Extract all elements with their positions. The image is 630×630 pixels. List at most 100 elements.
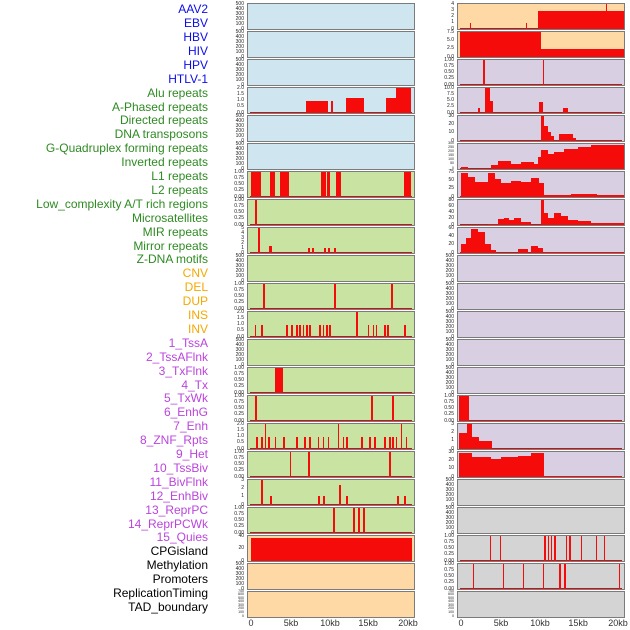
row-label-Z-DNA motifs: Z-DNA motifs (136, 252, 208, 267)
y-tick-label: 700 (448, 588, 454, 593)
signal-bar (389, 436, 391, 449)
track-plot-L1 repeats (247, 339, 415, 366)
signal-bar (544, 476, 623, 477)
signal-bar (467, 177, 475, 197)
x-tick-label: 0 (248, 618, 254, 628)
signal-bar (274, 368, 283, 393)
signal-bar (369, 436, 371, 449)
signal-bar (544, 126, 548, 141)
y-axis-Low_complexity A/T rich regions: 0.00 0.25 0.50 0.75 1.00 (222, 392, 246, 423)
signal-bar (279, 172, 290, 197)
y-tick-label: 0.75 (444, 398, 454, 405)
y-tick-label: 100 (445, 272, 454, 279)
y-tick-label: 0 (451, 361, 454, 368)
row-label-INS: INS (187, 308, 208, 322)
y-axis-3_TxFlnk: 0 10 20 30 (432, 112, 456, 143)
y-tick-label: 1.5 (237, 314, 244, 321)
signal-bar (282, 436, 285, 449)
y-tick-label: 100 (445, 496, 454, 503)
signal-bar (572, 137, 576, 141)
signal-bar (550, 135, 555, 141)
y-axis-12_EnhBiv: 0 100 200 300 400 500 (432, 365, 456, 395)
row-label-DNA transposons: DNA transposons (114, 127, 208, 142)
track-plot-DNA transposons (247, 255, 415, 282)
y-axis-Directed repeats: 012345 (222, 225, 246, 255)
signal-bar (567, 219, 578, 225)
y-tick-label: 0.50 (444, 405, 454, 411)
y-tick-label: 500 (235, 560, 244, 567)
y-axis-6_EnhG: 0 20 40 60 80 (432, 197, 456, 227)
row-label-A-Phased repeats: A-Phased repeats (111, 99, 208, 114)
signal-bar (531, 178, 540, 197)
y-tick-label: 5.0 (447, 97, 454, 103)
signal-bar (375, 324, 378, 337)
y-tick-label: 1 (451, 437, 454, 444)
track-plot-Promoters (457, 535, 625, 562)
signal-bar (547, 217, 555, 225)
row-label-G-Quadruplex forming repeats: G-Quadruplex forming repeats (45, 141, 208, 156)
y-tick-label: 30 (448, 112, 454, 119)
row-label-3_TxFlnk: 3_TxFlnk (158, 363, 208, 378)
y-tick-label: 1.00 (234, 392, 244, 399)
signal-baseline (250, 531, 412, 533)
y-tick-label: 0.50 (234, 377, 244, 383)
row-label-EBV: EBV (183, 16, 208, 31)
signal-bar (385, 98, 398, 113)
y-tick-label: 5.0 (447, 36, 454, 43)
signal-bar (544, 252, 624, 253)
signal-bar (296, 436, 298, 449)
signal-bar (264, 424, 267, 449)
y-tick-label: 400 (445, 341, 454, 348)
signal-bar (319, 324, 322, 337)
signal-bar (339, 485, 342, 505)
signal-baseline (250, 307, 412, 309)
signal-bar (534, 164, 538, 169)
y-tick-label: 0.25 (444, 75, 454, 82)
signal-bar (562, 108, 568, 113)
signal-bar (389, 452, 392, 477)
signal-bar (309, 324, 312, 337)
y-axis-7_Enh: 0 20 40 60 (432, 225, 456, 255)
y-tick-label: 20 (448, 120, 454, 127)
signal-bar (517, 249, 528, 253)
signal-bar (334, 248, 337, 253)
signal-bar (329, 324, 331, 337)
signal-bar (392, 436, 395, 449)
signal-bar (384, 436, 386, 449)
signal-bar (357, 508, 360, 533)
y-tick-label: 0 (241, 81, 244, 88)
y-tick-label: 1.5 (237, 426, 244, 433)
y-tick-label: 20 (448, 215, 454, 222)
signal-bar (554, 151, 565, 169)
signal-bar (597, 194, 624, 197)
y-axis-CNV: 0 20 40 (222, 533, 246, 563)
row-label-L2 repeats: L2 repeats (151, 182, 208, 197)
track-plot-Low_complexity A/T rich regions (247, 395, 415, 422)
signal-bar (372, 324, 375, 337)
row-label-CPGisland: CPGisland (150, 544, 208, 559)
signal-bar (547, 132, 551, 141)
track-plot-CPGisland (457, 479, 625, 506)
signal-bar (484, 244, 492, 253)
signal-bar (304, 436, 307, 449)
signal-bar (526, 22, 528, 29)
row-label-ReplicationTiming: ReplicationTiming (113, 586, 208, 600)
signal-bar (569, 536, 571, 561)
y-tick-label: 150 (448, 153, 454, 157)
row-label-4_Tx: 4_Tx (181, 377, 208, 392)
y-tick-label: 0.00 (234, 389, 244, 396)
track-plot-ReplicationTiming (457, 563, 625, 590)
row-label-Methylation: Methylation (146, 558, 208, 573)
y-tick-label: 2 (241, 239, 244, 246)
signal-bar (564, 564, 566, 589)
y-tick-label: 0.00 (234, 193, 244, 200)
y-tick-label: 0.25 (444, 411, 454, 418)
signal-bar (262, 284, 265, 309)
signal-bar (537, 11, 624, 29)
signal-bar (541, 48, 624, 57)
y-tick-label: 500 (445, 280, 454, 287)
row-label-8_ZNF_Rpts: 8_ZNF_Rpts (139, 433, 208, 448)
row-label-15_Quies: 15_Quies (156, 530, 208, 545)
y-tick-label: 0.0 (237, 333, 244, 340)
y-tick-label: 7.5 (447, 90, 454, 97)
